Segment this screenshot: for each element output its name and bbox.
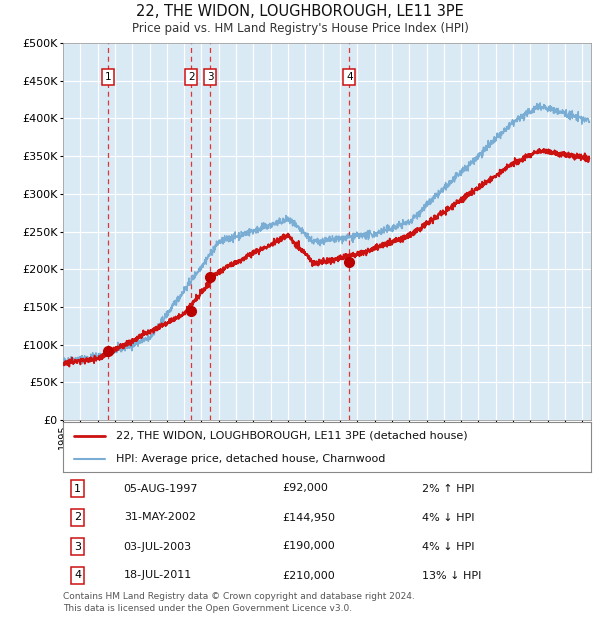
Text: 4: 4 [74,570,82,580]
Text: 03-JUL-2003: 03-JUL-2003 [124,541,192,552]
Text: 1: 1 [104,72,111,82]
Text: 3: 3 [74,541,81,552]
Text: 4% ↓ HPI: 4% ↓ HPI [422,541,475,552]
Text: HPI: Average price, detached house, Charnwood: HPI: Average price, detached house, Char… [116,454,385,464]
Text: 2% ↑ HPI: 2% ↑ HPI [422,484,475,494]
Text: 4: 4 [346,72,353,82]
Text: 18-JUL-2011: 18-JUL-2011 [124,570,192,580]
Text: 2: 2 [188,72,194,82]
Text: 2: 2 [74,513,82,523]
Text: Contains HM Land Registry data © Crown copyright and database right 2024.
This d: Contains HM Land Registry data © Crown c… [63,592,415,613]
Text: £210,000: £210,000 [282,570,335,580]
Text: 4% ↓ HPI: 4% ↓ HPI [422,513,475,523]
Text: 3: 3 [207,72,214,82]
Text: Price paid vs. HM Land Registry's House Price Index (HPI): Price paid vs. HM Land Registry's House … [131,22,469,35]
Text: 1: 1 [74,484,81,494]
Text: 13% ↓ HPI: 13% ↓ HPI [422,570,481,580]
Text: £144,950: £144,950 [282,513,335,523]
Text: 05-AUG-1997: 05-AUG-1997 [124,484,198,494]
Text: £92,000: £92,000 [282,484,328,494]
Text: 31-MAY-2002: 31-MAY-2002 [124,513,196,523]
Text: 22, THE WIDON, LOUGHBOROUGH, LE11 3PE (detached house): 22, THE WIDON, LOUGHBOROUGH, LE11 3PE (d… [116,431,467,441]
Text: £190,000: £190,000 [282,541,335,552]
Text: 22, THE WIDON, LOUGHBOROUGH, LE11 3PE: 22, THE WIDON, LOUGHBOROUGH, LE11 3PE [136,4,464,19]
